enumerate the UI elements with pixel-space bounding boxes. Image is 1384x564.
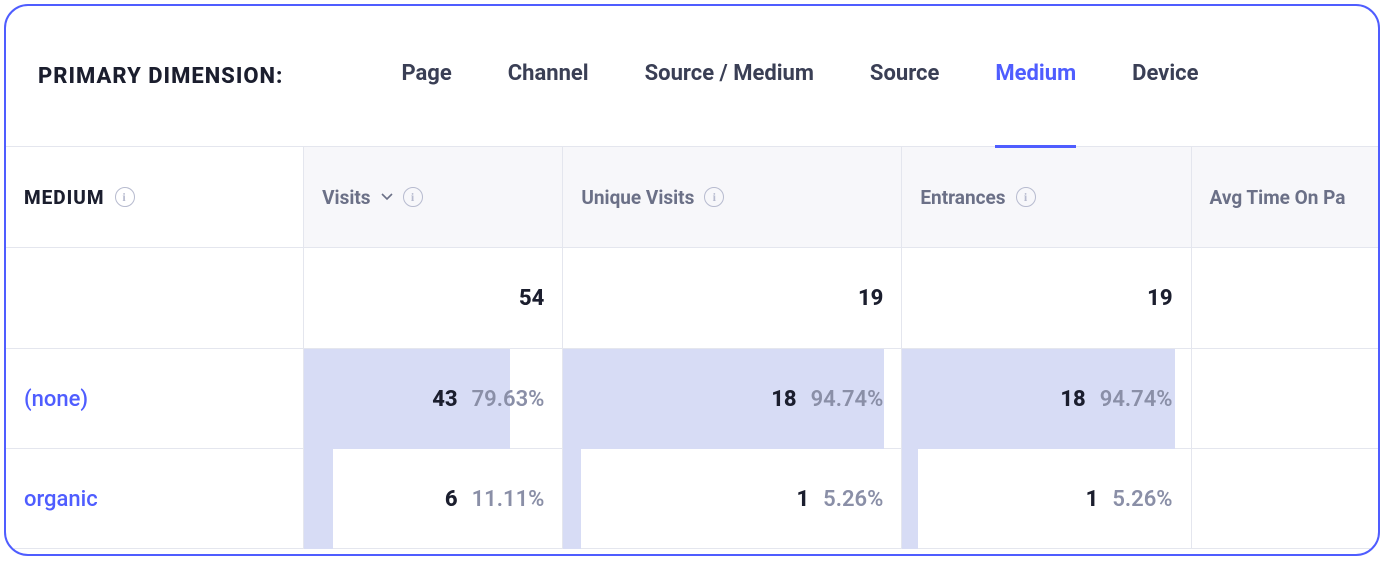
value-wrap: 43 79.63% bbox=[432, 387, 544, 412]
chevron-down-icon bbox=[381, 191, 393, 203]
row-unique-visits-cell: 18 94.74% bbox=[562, 349, 901, 449]
analytics-panel: PRIMARY DIMENSION: Page Channel Source /… bbox=[4, 4, 1380, 556]
col-header-entrances[interactable]: Entrances i bbox=[901, 147, 1190, 247]
bar-fill bbox=[563, 449, 581, 549]
col-header-avg-time-label: Avg Time On Pa bbox=[1210, 186, 1346, 209]
col-header-visits-label: Visits bbox=[322, 186, 370, 209]
dimension-label: PRIMARY DIMENSION: bbox=[38, 64, 283, 89]
col-header-unique-visits-label: Unique Visits bbox=[581, 186, 694, 209]
row-unique-visits-cell: 1 5.26% bbox=[562, 449, 901, 549]
table-row: organic 6 11.11% 1 5.26% 1 bbox=[6, 449, 1378, 549]
row-medium-link[interactable]: (none) bbox=[24, 387, 88, 412]
table-header-row: MEDIUM i Visits i Unique Visits i Entran… bbox=[6, 147, 1378, 248]
value-wrap: 18 94.74% bbox=[771, 387, 883, 412]
totals-avg-time-cell bbox=[1191, 248, 1379, 348]
row-medium-link[interactable]: organic bbox=[24, 487, 98, 512]
row-visits-cell: 6 11.11% bbox=[303, 449, 562, 549]
tab-source[interactable]: Source bbox=[870, 61, 939, 92]
info-icon[interactable]: i bbox=[403, 187, 423, 207]
tab-medium[interactable]: Medium bbox=[995, 61, 1076, 92]
totals-visits-cell: 54 bbox=[303, 248, 562, 348]
metrics-table: MEDIUM i Visits i Unique Visits i Entran… bbox=[6, 146, 1378, 549]
row-entrances-value: 1 bbox=[1086, 487, 1099, 512]
info-icon[interactable]: i bbox=[704, 187, 724, 207]
bar-fill bbox=[902, 449, 917, 549]
col-header-avg-time[interactable]: Avg Time On Pa bbox=[1191, 147, 1379, 247]
dimension-tabs: Page Channel Source / Medium Source Medi… bbox=[401, 61, 1346, 92]
row-unique-visits-value: 1 bbox=[796, 487, 809, 512]
row-entrances-value: 18 bbox=[1060, 387, 1085, 412]
table-row: (none) 43 79.63% 18 94.74% 18 bbox=[6, 349, 1378, 449]
row-unique-visits-pct: 5.26% bbox=[823, 487, 883, 512]
col-header-medium[interactable]: MEDIUM i bbox=[6, 147, 303, 247]
row-label-cell: organic bbox=[6, 449, 303, 549]
row-avg-time-cell bbox=[1191, 449, 1379, 549]
row-avg-time-cell bbox=[1191, 349, 1379, 449]
row-visits-cell: 43 79.63% bbox=[303, 349, 562, 449]
row-label-cell: (none) bbox=[6, 349, 303, 449]
row-entrances-cell: 18 94.74% bbox=[901, 349, 1190, 449]
totals-entrances-cell: 19 bbox=[901, 248, 1190, 348]
col-header-entrances-label: Entrances bbox=[920, 186, 1005, 209]
value-wrap: 6 11.11% bbox=[445, 487, 544, 512]
tab-source-medium[interactable]: Source / Medium bbox=[645, 61, 814, 92]
bar-fill bbox=[304, 449, 333, 549]
value-wrap: 1 5.26% bbox=[796, 487, 883, 512]
row-visits-pct: 79.63% bbox=[472, 387, 545, 412]
row-visits-value: 6 bbox=[445, 487, 458, 512]
row-entrances-cell: 1 5.26% bbox=[901, 449, 1190, 549]
tab-page[interactable]: Page bbox=[401, 61, 451, 92]
value-wrap: 1 5.26% bbox=[1086, 487, 1173, 512]
row-visits-pct: 11.11% bbox=[472, 487, 545, 512]
row-unique-visits-pct: 94.74% bbox=[811, 387, 884, 412]
row-entrances-pct: 5.26% bbox=[1112, 487, 1172, 512]
col-header-unique-visits[interactable]: Unique Visits i bbox=[562, 147, 901, 247]
info-icon[interactable]: i bbox=[1016, 187, 1036, 207]
totals-visits-value: 54 bbox=[519, 286, 544, 311]
row-visits-value: 43 bbox=[432, 387, 457, 412]
row-unique-visits-value: 18 bbox=[771, 387, 796, 412]
col-header-medium-label: MEDIUM bbox=[24, 186, 105, 209]
row-entrances-pct: 94.74% bbox=[1100, 387, 1173, 412]
totals-unique-visits-value: 19 bbox=[858, 286, 883, 311]
info-icon[interactable]: i bbox=[115, 187, 135, 207]
dimension-bar: PRIMARY DIMENSION: Page Channel Source /… bbox=[6, 6, 1378, 146]
totals-unique-visits-cell: 19 bbox=[562, 248, 901, 348]
tab-device[interactable]: Device bbox=[1132, 61, 1198, 92]
tab-channel[interactable]: Channel bbox=[508, 61, 589, 92]
totals-entrances-value: 19 bbox=[1147, 286, 1172, 311]
table-totals-row: 54 19 19 bbox=[6, 248, 1378, 349]
totals-label-cell bbox=[6, 248, 303, 348]
value-wrap: 18 94.74% bbox=[1060, 387, 1172, 412]
col-header-visits[interactable]: Visits i bbox=[303, 147, 562, 247]
